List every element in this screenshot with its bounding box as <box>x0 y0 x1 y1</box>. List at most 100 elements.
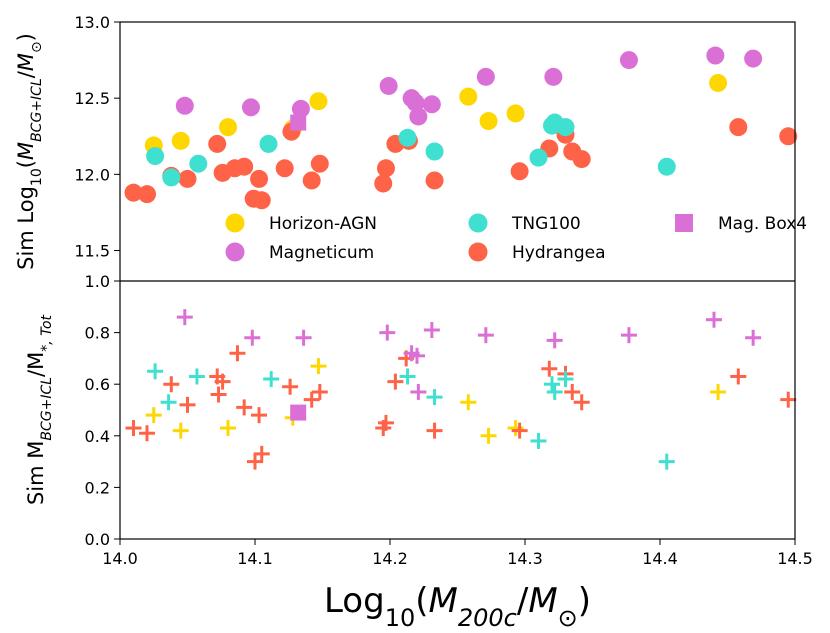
data-point-bottom-hydrangea-7 <box>229 345 246 362</box>
data-point-bottom-magneticum-8 <box>477 327 494 344</box>
data-point-top-hydrangea-19 <box>425 171 444 190</box>
legend-marker-mag-box4 <box>675 214 693 232</box>
data-point-top-hydrangea-15 <box>374 174 393 193</box>
data-point-bottom-hydrangea-23 <box>564 383 581 400</box>
data-point-top-tng100-0 <box>146 147 165 166</box>
data-point-bottom-magneticum-2 <box>295 329 312 346</box>
data-point-top-tng100-9 <box>556 118 575 137</box>
data-point-bottom-horizon-agn-4 <box>310 358 327 375</box>
data-point-bottom-tng100-2 <box>188 368 205 385</box>
data-point-top-hydrangea-0 <box>124 183 143 202</box>
bottom-y-axis-label: Sim MBCG+ICL/M*, Tot <box>24 314 55 505</box>
data-point-top-magneticum-5 <box>406 93 425 112</box>
legend: Horizon-AGN Magneticum TNG100 Hydrangea Mag.… <box>225 213 807 263</box>
data-point-bottom-tng100-6 <box>530 432 547 449</box>
top-ytick-label-1: 12.0 <box>74 165 110 184</box>
xtick-label-2: 14.2 <box>372 549 408 568</box>
data-point-bottom-magneticum-9 <box>546 332 563 349</box>
data-point-bottom-hydrangea-8 <box>236 399 253 416</box>
data-point-bottom-tng100-10 <box>658 453 675 470</box>
bottom-panel-marks <box>125 309 797 470</box>
data-point-top-hydrangea-4 <box>208 134 227 153</box>
data-point-top-tng100-4 <box>398 128 417 147</box>
data-point-bottom-hydrangea-17 <box>387 373 404 390</box>
data-point-bottom-hydrangea-20 <box>511 422 528 439</box>
data-point-top-horizon-agn-5 <box>459 87 478 106</box>
legend-label-horizon-agn: Horizon-AGN <box>269 214 377 234</box>
data-point-bottom-horizon-agn-5 <box>460 394 477 411</box>
data-point-bottom-tng100-4 <box>399 368 416 385</box>
top-ytick-label-2: 12.5 <box>74 89 110 108</box>
data-point-top-horizon-agn-8 <box>709 73 728 92</box>
data-point-top-magneticum-11 <box>706 46 725 65</box>
data-point-bottom-magneticum-7 <box>423 322 440 339</box>
data-point-bottom-hydrangea-0 <box>125 420 142 437</box>
data-point-top-hydrangea-14 <box>310 154 329 173</box>
data-point-bottom-tng100-0 <box>147 363 164 380</box>
top-ytick-label-0: 11.5 <box>74 242 110 261</box>
data-point-bottom-hydrangea-5 <box>210 386 227 403</box>
data-point-top-tng100-5 <box>425 142 444 161</box>
x-axis-label: Log10(M200c/M⊙) <box>324 581 591 632</box>
data-point-top-magneticum-6 <box>409 107 428 126</box>
data-point-top-tng100-2 <box>189 154 208 173</box>
data-point-bottom-tng100-8 <box>546 383 563 400</box>
data-point-top-hydrangea-8 <box>250 169 269 188</box>
bottom-ytick-label-0: 0.0 <box>85 530 110 549</box>
data-point-top-magneticum-8 <box>476 67 495 86</box>
data-point-top-hydrangea-16 <box>376 159 395 178</box>
data-point-bottom-horizon-agn-2 <box>220 420 236 437</box>
data-point-top-hydrangea-10 <box>252 191 271 210</box>
legend-label-hydrangea: Hydrangea <box>512 243 605 263</box>
data-point-top-hydrangea-26 <box>779 127 798 146</box>
data-point-top-magneticum-1 <box>241 98 260 117</box>
data-point-bottom-mag-box4-0 <box>290 404 307 421</box>
xtick-label-1: 14.1 <box>237 549 273 568</box>
data-point-top-hydrangea-13 <box>302 171 321 190</box>
data-point-top-mag-box4-0 <box>290 114 307 131</box>
data-point-top-tng100-10 <box>657 157 676 176</box>
data-point-top-magneticum-3 <box>379 76 398 95</box>
data-point-bottom-horizon-agn-8 <box>710 383 727 400</box>
data-point-top-hydrangea-25 <box>729 118 748 137</box>
data-point-bottom-hydrangea-21 <box>541 360 558 377</box>
data-point-top-magneticum-2 <box>291 99 310 118</box>
data-point-top-horizon-agn-2 <box>219 118 237 137</box>
data-point-bottom-hydrangea-3 <box>179 396 196 413</box>
data-point-bottom-hydrangea-19 <box>426 422 443 439</box>
data-point-bottom-tng100-3 <box>263 371 280 388</box>
xtick-label-3: 14.3 <box>507 549 543 568</box>
legend-label-magneticum: Magneticum <box>269 243 374 263</box>
bottom-ytick-label-3: 0.6 <box>85 375 110 394</box>
data-point-top-magneticum-0 <box>175 96 194 115</box>
bottom-ytick-label-4: 0.8 <box>85 324 110 343</box>
data-point-bottom-hydrangea-14 <box>311 383 328 400</box>
data-point-bottom-magneticum-10 <box>620 327 637 344</box>
data-point-bottom-tng100-1 <box>160 394 177 411</box>
data-point-top-magneticum-10 <box>619 51 638 70</box>
data-point-bottom-magneticum-6 <box>410 383 427 400</box>
data-point-bottom-magneticum-12 <box>745 329 762 346</box>
legend-marker-horizon-agn <box>225 213 245 233</box>
data-point-top-magneticum-9 <box>544 67 563 86</box>
data-point-bottom-hydrangea-11 <box>253 445 270 462</box>
legend-label-tng100: TNG100 <box>511 214 581 234</box>
bottom-ytick-label-2: 0.4 <box>85 427 110 446</box>
data-point-bottom-magneticum-11 <box>706 311 722 328</box>
data-point-bottom-magneticum-1 <box>244 329 261 346</box>
data-point-top-hydrangea-24 <box>572 150 591 169</box>
data-point-bottom-magneticum-0 <box>176 309 193 326</box>
data-point-top-horizon-agn-7 <box>506 104 525 123</box>
data-point-top-tng100-1 <box>162 168 181 187</box>
data-point-top-horizon-agn-1 <box>171 131 190 150</box>
data-point-top-tng100-6 <box>529 148 548 167</box>
top-ytick-label-3: 13.0 <box>74 13 110 32</box>
data-point-bottom-hydrangea-24 <box>573 394 590 411</box>
top-y-axis-label: Sim Log10(MBCG+ICL/M⊙) <box>14 33 45 270</box>
bottom-ytick-label-1: 0.2 <box>85 478 110 497</box>
data-point-top-horizon-agn-6 <box>479 112 498 131</box>
data-point-bottom-magneticum-5 <box>409 347 425 364</box>
data-point-top-magneticum-12 <box>744 49 763 68</box>
data-point-bottom-hydrangea-1 <box>139 425 155 442</box>
